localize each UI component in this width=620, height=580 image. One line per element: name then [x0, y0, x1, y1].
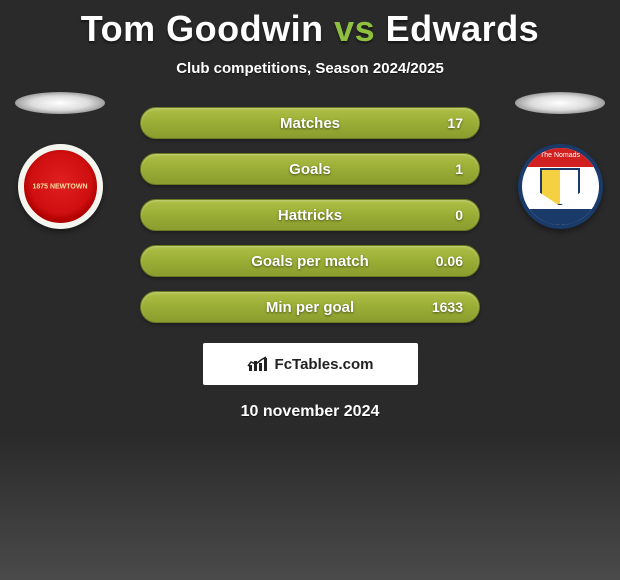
branding-text: FcTables.com [275, 356, 374, 373]
stat-value: 17 [447, 115, 463, 131]
stat-label: Goals [289, 161, 331, 178]
club-badge-left [18, 144, 103, 229]
stat-row: Hattricks 0 [140, 199, 480, 231]
subtitle: Club competitions, Season 2024/2025 [0, 60, 620, 77]
badge-right-wave [518, 205, 603, 227]
stat-value: 1 [455, 161, 463, 177]
stat-row: Goals per match 0.06 [140, 245, 480, 277]
chart-icon [247, 355, 269, 373]
badge-right-shield [540, 168, 580, 206]
stat-value: 0.06 [436, 253, 463, 269]
halo-right [515, 92, 605, 114]
footer-date: 10 november 2024 [0, 403, 620, 421]
badge-right-arc: The Nomads [518, 144, 603, 167]
stat-row: Matches 17 [140, 107, 480, 139]
vs-label: vs [334, 8, 375, 49]
right-crest-column: The Nomads [515, 92, 605, 229]
branding-box: FcTables.com [203, 343, 418, 385]
stat-row: Min per goal 1633 [140, 291, 480, 323]
stat-bars: Matches 17 Goals 1 Hattricks 0 Goals per… [140, 107, 480, 323]
stat-value: 0 [455, 207, 463, 223]
player-2-name: Edwards [386, 8, 540, 49]
player-1-name: Tom Goodwin [81, 8, 324, 49]
stat-label: Goals per match [251, 253, 369, 270]
stat-label: Min per goal [266, 299, 354, 316]
club-badge-right: The Nomads [518, 144, 603, 229]
stat-label: Hattricks [278, 207, 342, 224]
halo-left [15, 92, 105, 114]
stat-label: Matches [280, 115, 340, 132]
stat-value: 1633 [432, 299, 463, 315]
page-title: Tom Goodwin vs Edwards [0, 0, 620, 50]
stat-row: Goals 1 [140, 153, 480, 185]
main-content: The Nomads Matches 17 Goals 1 Hattricks … [0, 107, 620, 421]
left-crest-column [15, 92, 105, 229]
